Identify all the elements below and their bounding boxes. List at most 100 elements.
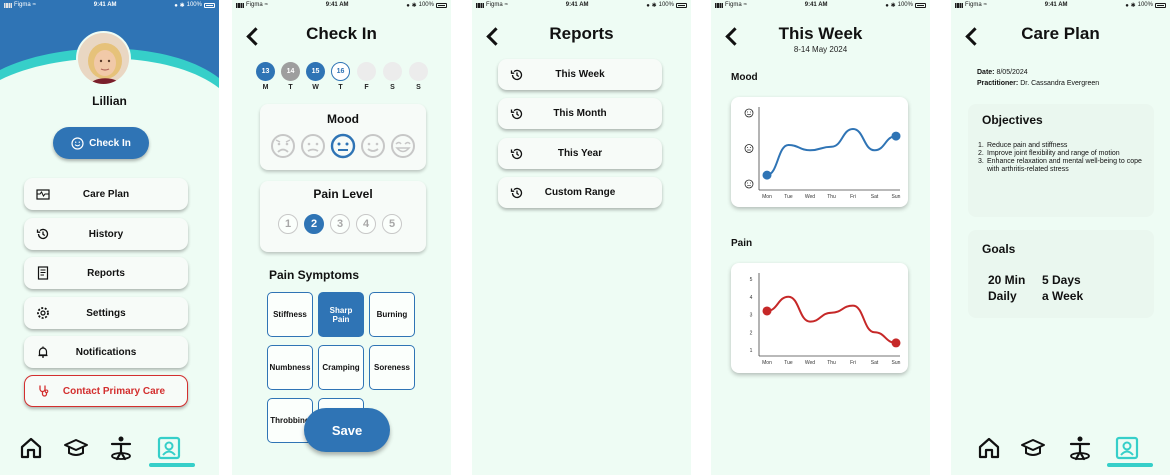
- pain-level-option[interactable]: 4: [356, 214, 376, 234]
- history-icon: [510, 69, 523, 80]
- header: Reports: [472, 22, 691, 50]
- day-circle[interactable]: 16: [331, 62, 350, 81]
- exercise-icon[interactable]: [1067, 435, 1093, 461]
- profile-icon[interactable]: [1114, 435, 1140, 461]
- symptom-chip[interactable]: Cramping: [318, 345, 364, 390]
- symptom-chip[interactable]: Soreness: [369, 345, 415, 390]
- gear-icon: [37, 307, 49, 319]
- report-custom-range-button[interactable]: Custom Range: [498, 177, 662, 208]
- x-tick-label: Sun: [892, 194, 901, 200]
- stethoscope-icon: [39, 385, 49, 397]
- save-button[interactable]: Save: [304, 408, 390, 452]
- mood-faces: [271, 133, 415, 159]
- x-tick-label: Wed: [805, 360, 815, 366]
- symptom-chip[interactable]: Numbness: [267, 345, 313, 390]
- symptom-chip[interactable]: Burning: [369, 292, 415, 337]
- day-circle[interactable]: 14: [281, 62, 300, 81]
- home-icon[interactable]: [18, 435, 44, 461]
- home-icon[interactable]: [976, 435, 1002, 461]
- goal-item: 20 Min Daily: [988, 273, 1026, 303]
- y-tick-label: 3: [750, 313, 753, 319]
- save-label: Save: [331, 422, 363, 438]
- day-circle[interactable]: 17: [357, 62, 376, 81]
- exercise-icon[interactable]: [108, 435, 134, 461]
- x-tick-label: Tue: [784, 360, 793, 366]
- avatar-portrait: [78, 33, 129, 84]
- avatar[interactable]: [76, 31, 131, 86]
- report-this-year-button[interactable]: This Year: [498, 138, 662, 169]
- day-circle[interactable]: 13: [256, 62, 275, 81]
- check-in-label: Check In: [89, 137, 131, 149]
- symptom-chip[interactable]: Sharp Pain: [318, 292, 364, 337]
- start-point: [762, 170, 772, 180]
- pain-level-option[interactable]: 3: [330, 214, 350, 234]
- status-bar: Figma ≈ 9:41 AM ● ✱ 100%: [232, 0, 451, 10]
- mood-chart: Mon Tue Wed Thu Fri Sat Sun: [744, 107, 901, 200]
- pain-level-option[interactable]: 2: [304, 214, 324, 234]
- pain-chart-card: Mon Tue Wed Thu Fri Sat Sun 1 2 3 4 5: [731, 263, 908, 373]
- pain-level-title: Pain Level: [313, 187, 373, 201]
- symptom-chip[interactable]: Stiffness: [267, 292, 313, 337]
- status-bar: Figma ≈ 9:41 AM ● ✱ 100%: [711, 0, 930, 10]
- mood-chart-card: Mon Tue Wed Thu Fri Sat Sun: [731, 97, 908, 207]
- profile-icon[interactable]: [156, 435, 182, 461]
- x-tick-label: Mon: [762, 194, 772, 200]
- reports-screen: Figma ≈ 9:41 AM ● ✱ 100% Reports This Week…: [472, 0, 691, 475]
- x-tick-label: Tue: [784, 194, 793, 200]
- education-icon[interactable]: [1020, 435, 1046, 461]
- check-in-button[interactable]: Check In: [53, 127, 149, 159]
- page-title: Care Plan: [1021, 24, 1100, 43]
- very-sad-face-icon: [271, 134, 295, 158]
- day-label: W: [312, 84, 319, 91]
- home-screen: Figma ≈ 9:41 AM ● ✱ 100% Lillian Check In …: [0, 0, 219, 475]
- day-label: T: [288, 84, 293, 91]
- day-circle[interactable]: 18: [383, 62, 402, 81]
- x-tick-label: Sat: [871, 194, 879, 200]
- x-tick-label: Thu: [827, 360, 836, 366]
- day-circle[interactable]: 15: [306, 62, 325, 81]
- end-point: [891, 338, 901, 348]
- x-tick-label: Mon: [762, 360, 772, 366]
- status-bar: Figma ≈ 9:41 AM ● ✱ 100%: [472, 0, 691, 10]
- education-icon[interactable]: [63, 435, 89, 461]
- sad-face-icon: [301, 134, 325, 158]
- y-tick-label: 2: [750, 330, 753, 336]
- objectives-list: 1. Reduce pain and stiffness 2. Improve jo…: [978, 142, 1144, 174]
- mood-title: Mood: [327, 112, 359, 126]
- contact-primary-care-button[interactable]: Contact Primary Care: [24, 375, 188, 407]
- end-point: [891, 131, 901, 141]
- practitioner-value: Dr. Cassandra Evergreen: [1020, 80, 1100, 87]
- menu-notifications-button[interactable]: Notifications: [24, 336, 188, 368]
- care-plan-screen: Figma ≈ 9:41 AM ● ✱ 100% Care Plan Date: 8…: [951, 0, 1170, 475]
- bottom-nav: [0, 427, 219, 475]
- pain-level-option[interactable]: 5: [382, 214, 402, 234]
- objective-item: Enhance relaxation and mental well-being…: [987, 158, 1142, 173]
- menu-history-button[interactable]: History: [24, 218, 188, 250]
- report-this-month-button[interactable]: This Month: [498, 98, 662, 129]
- pain-level-option[interactable]: 1: [278, 214, 298, 234]
- history-icon: [36, 228, 49, 240]
- date-range: 8-14 May 2024: [793, 45, 848, 54]
- start-point: [762, 306, 772, 316]
- day-circle[interactable]: 19: [409, 62, 428, 81]
- history-icon: [510, 108, 523, 119]
- page-title: Check In: [306, 24, 377, 43]
- header: This Week 8-14 May 2024: [711, 22, 930, 54]
- day-label: S: [390, 84, 395, 91]
- date-label: Date:: [977, 69, 995, 76]
- report-this-week-button[interactable]: This Week: [498, 59, 662, 90]
- day-label: T: [338, 84, 343, 91]
- menu-care-plan-button[interactable]: Care Plan: [24, 178, 188, 210]
- series-line: [766, 295, 897, 344]
- x-tick-label: Fri: [850, 194, 856, 200]
- menu-reports-button[interactable]: Reports: [24, 257, 188, 289]
- goal-item: 5 Days a Week: [1042, 273, 1084, 303]
- menu-settings-button[interactable]: Settings: [24, 297, 188, 329]
- pain-level-card: Pain Level 1 2 3 4 5: [260, 181, 426, 252]
- goals-title: Goals: [982, 242, 1016, 256]
- x-tick-label: Wed: [805, 194, 815, 200]
- neutral-face-icon: [744, 144, 754, 153]
- care-plan-meta: Date: 8/05/2024 Practitioner: Dr. Cassan…: [977, 67, 1099, 89]
- objectives-card: Objectives 1. Reduce pain and stiffness 2…: [968, 104, 1154, 217]
- y-tick-label: 1: [750, 348, 753, 354]
